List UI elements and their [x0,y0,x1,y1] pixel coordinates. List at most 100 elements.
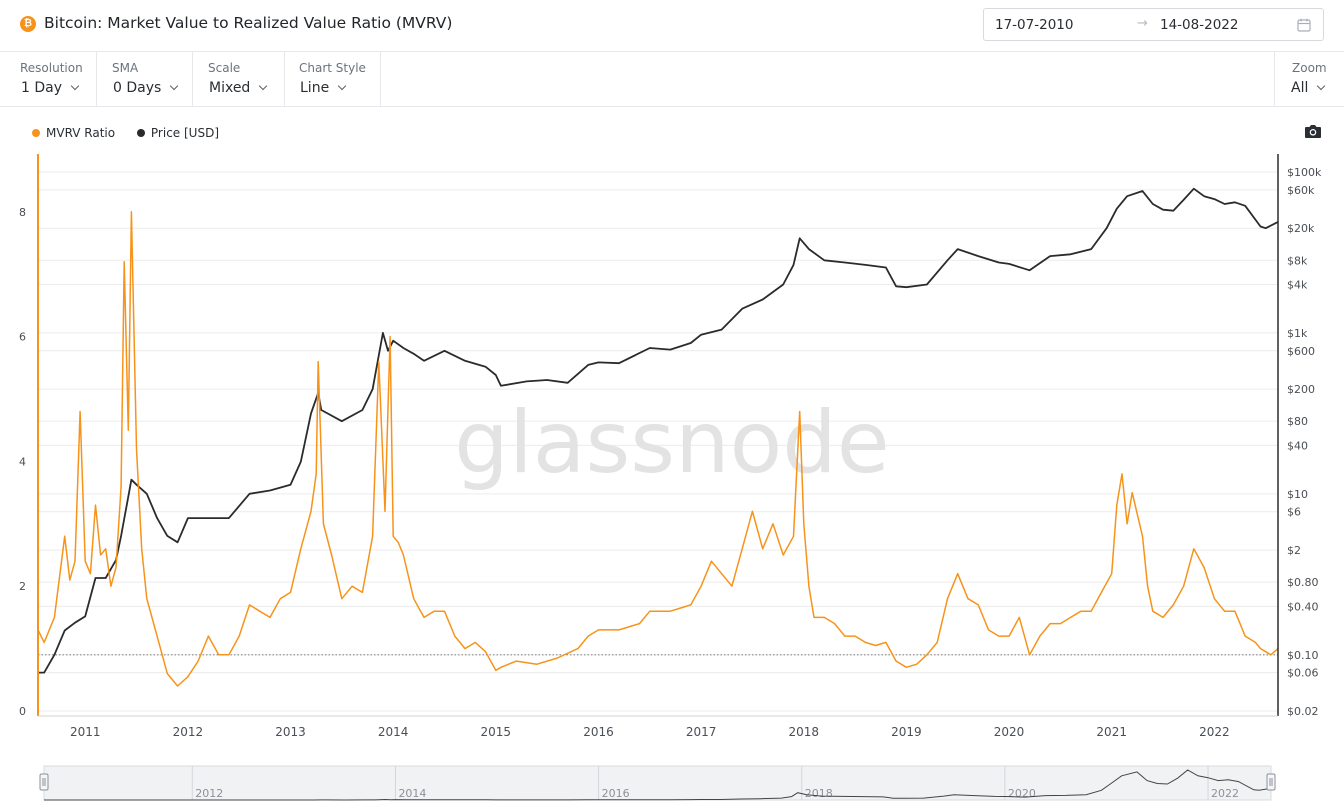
right-tick-label: $4k [1287,278,1308,291]
date-to[interactable]: 14-08-2022 [1160,17,1239,33]
right-tick-label: $200 [1287,383,1315,396]
right-tick-label: $60k [1287,184,1315,197]
chevron-down-icon [259,81,268,91]
date-arrow: → [1137,16,1148,31]
chart-style-select[interactable]: Chart Style Line [288,52,381,106]
series-line [38,187,1279,674]
right-tick-label: $0.40 [1287,600,1319,613]
navigator-tick-label: 2012 [195,787,223,800]
right-tick-label: $40 [1287,439,1308,452]
legend-item-mvrv[interactable]: MVRV Ratio [32,126,115,140]
range-navigator[interactable]: 2012 2014 2016 2018 2020 2022 [0,762,1344,811]
scale-select[interactable]: Scale Mixed [197,52,285,106]
chart-toolbar: Resolution 1 Day SMA 0 Days Scale Mixed … [0,52,1344,107]
zoom-label: Zoom [1292,61,1327,75]
x-tick-label: 2015 [481,725,512,739]
bitcoin-icon: ₿ [20,16,36,32]
chevron-down-icon [70,81,80,91]
legend-dot-price [136,129,145,137]
legend-item-price[interactable]: Price [USD] [136,126,219,140]
scale-value[interactable]: Mixed [209,80,268,96]
chart-style-value[interactable]: Line [300,80,347,96]
watermark: glassnode [454,393,889,493]
navigator-tick-label: 2020 [1008,787,1036,800]
left-tick-label: 4 [19,455,26,468]
legend-label-price: Price [USD] [150,126,219,140]
x-tick-label: 2020 [994,725,1025,739]
x-tick-label: 2014 [378,725,409,739]
navigator-tick-label: 2022 [1211,787,1239,800]
navigator-handle[interactable] [39,773,49,791]
x-tick-label: 2016 [583,725,614,739]
date-range-picker[interactable]: 17-07-2010 → 14-08-2022 [983,8,1324,41]
navigator-content: 2012 2014 2016 2018 2020 2022 [39,765,1276,801]
navigator-track[interactable] [43,765,1272,801]
x-tick-label: 2013 [275,725,306,739]
chart-grid [38,171,1278,712]
resolution-value[interactable]: 1 Day [21,80,80,96]
date-from[interactable]: 17-07-2010 [995,17,1074,33]
left-tick-label: 2 [19,580,26,593]
navigator-tick-label: 2016 [602,787,630,800]
x-tick-label: 2012 [173,725,204,739]
right-tick-label: $1k [1287,327,1308,340]
camera-icon[interactable] [1304,123,1322,139]
right-tick-label: $0.80 [1287,576,1319,589]
mvrv-series [37,211,1279,687]
chart-style-value-text: Line [300,80,330,96]
price-series [38,187,1279,674]
x-tick-label: 2011 [70,725,101,739]
chart-legend: MVRV Ratio Price [USD] [32,126,237,140]
chart-header: ₿ Bitcoin: Market Value to Realized Valu… [0,0,1344,52]
left-axis: 0 2 4 6 8 [19,206,26,718]
navigator-tick-label: 2014 [398,787,426,800]
sma-value-text: 0 Days [113,80,162,96]
right-tick-label: $2 [1287,544,1301,557]
scale-label: Scale [208,61,241,75]
x-axis: 2011 2012 2013 2014 2015 2016 2017 2018 2019 2020… [70,725,1230,739]
right-axis: $100k $60k $20k $8k $4k $1k $600 $200 $80 $40 $10 $… [1287,166,1322,718]
zoom-select[interactable]: Zoom All [1274,52,1344,106]
series-line [37,211,1279,687]
x-tick-label: 2022 [1199,725,1230,739]
left-tick-label: 8 [19,206,26,219]
right-tick-label: $0.02 [1287,705,1319,718]
sma-label: SMA [112,61,139,75]
left-tick-label: 0 [19,705,26,718]
zoom-value-text: All [1291,80,1309,96]
right-tick-label: $10 [1287,488,1308,501]
navigator-price-line [44,769,1272,801]
right-tick-label: $8k [1287,254,1308,267]
chevron-down-icon [337,81,347,91]
right-tick-label: $80 [1287,415,1308,428]
right-tick-label: $100k [1287,166,1322,179]
right-tick-label: $0.06 [1287,667,1319,680]
x-tick-label: 2019 [891,725,922,739]
right-tick-label: $0.10 [1287,649,1319,662]
left-tick-label: 6 [19,331,26,344]
legend-dot-mvrv [32,129,40,137]
chart-style-label: Chart Style [299,61,366,75]
navigator-tick-label: 2018 [805,787,833,800]
x-tick-label: 2021 [1096,725,1127,739]
sma-select[interactable]: SMA 0 Days [101,52,193,106]
right-tick-label: $600 [1287,345,1315,358]
resolution-value-text: 1 Day [21,80,63,96]
right-tick-label: $20k [1287,222,1315,235]
zoom-value[interactable]: All [1291,80,1326,96]
chevron-down-icon [170,81,179,91]
resolution-select[interactable]: Resolution 1 Day [9,52,97,106]
x-tick-label: 2017 [686,725,717,739]
mvrv-chart[interactable]: glassnode 0 2 4 6 8 $100k $60k $20k $8k $4k $1k $6… [0,150,1344,750]
scale-value-text: Mixed [209,80,251,96]
chart-axes [37,154,1279,717]
page-title: Bitcoin: Market Value to Realized Value … [44,14,453,32]
chevron-down-icon [1317,81,1326,91]
navigator-handle[interactable] [1266,773,1276,791]
sma-value[interactable]: 0 Days [113,80,179,96]
right-tick-label: $6 [1287,506,1301,519]
legend-label-mvrv: MVRV Ratio [46,126,116,140]
resolution-label: Resolution [20,61,83,75]
x-tick-label: 2018 [788,725,819,739]
calendar-icon[interactable] [1297,18,1311,32]
